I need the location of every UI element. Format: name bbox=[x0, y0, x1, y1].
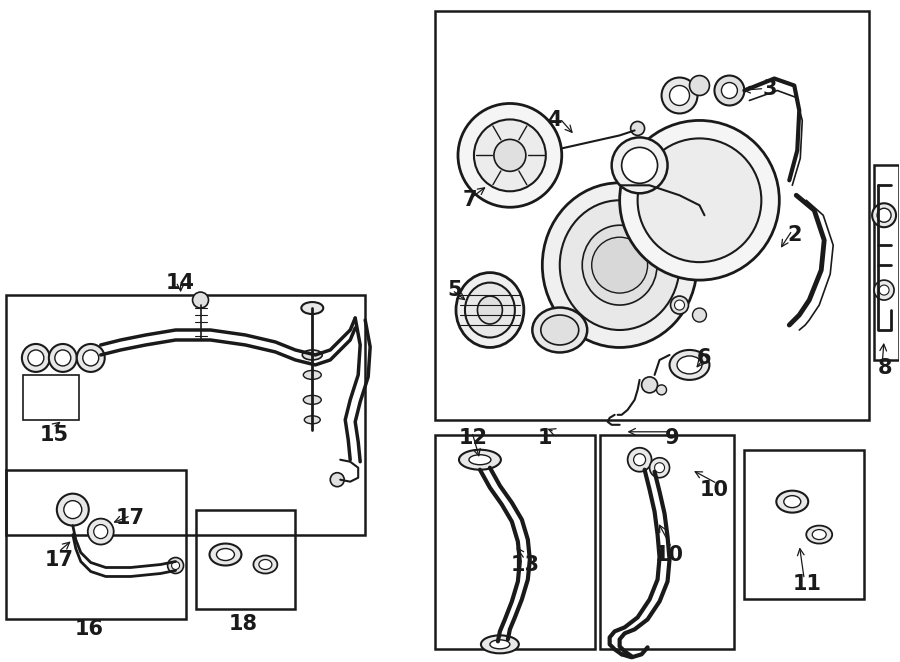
Bar bbox=[6, 470, 185, 620]
Circle shape bbox=[662, 77, 698, 113]
Circle shape bbox=[637, 138, 761, 262]
Ellipse shape bbox=[812, 530, 826, 540]
Circle shape bbox=[622, 148, 658, 183]
Bar bbox=[744, 449, 864, 599]
Text: 7: 7 bbox=[463, 190, 477, 211]
Text: 17: 17 bbox=[116, 508, 145, 528]
Bar bbox=[599, 435, 734, 649]
Circle shape bbox=[83, 350, 99, 366]
Circle shape bbox=[28, 350, 44, 366]
Circle shape bbox=[631, 121, 644, 136]
Bar bbox=[195, 510, 295, 610]
Circle shape bbox=[88, 518, 113, 545]
Ellipse shape bbox=[560, 201, 680, 330]
Text: 10: 10 bbox=[655, 545, 684, 565]
Text: 13: 13 bbox=[510, 555, 539, 575]
Ellipse shape bbox=[469, 455, 491, 465]
Circle shape bbox=[76, 344, 104, 372]
Ellipse shape bbox=[677, 356, 702, 374]
Ellipse shape bbox=[465, 283, 515, 338]
Text: 6: 6 bbox=[698, 348, 712, 368]
Text: 1: 1 bbox=[537, 428, 552, 448]
Bar bbox=[6, 295, 365, 535]
Ellipse shape bbox=[490, 640, 510, 649]
Ellipse shape bbox=[582, 225, 657, 305]
Text: 10: 10 bbox=[700, 480, 729, 500]
Circle shape bbox=[64, 500, 82, 518]
Text: 14: 14 bbox=[166, 273, 195, 293]
Text: 2: 2 bbox=[787, 225, 802, 245]
Ellipse shape bbox=[303, 371, 321, 379]
Circle shape bbox=[654, 463, 664, 473]
Text: 18: 18 bbox=[229, 614, 258, 634]
Ellipse shape bbox=[217, 549, 235, 561]
Circle shape bbox=[872, 203, 896, 227]
Text: 12: 12 bbox=[458, 428, 488, 448]
Ellipse shape bbox=[304, 416, 320, 424]
Ellipse shape bbox=[481, 636, 519, 653]
Ellipse shape bbox=[303, 395, 321, 404]
Circle shape bbox=[494, 140, 526, 171]
Circle shape bbox=[670, 85, 689, 105]
Circle shape bbox=[94, 524, 108, 539]
Ellipse shape bbox=[532, 308, 587, 352]
Circle shape bbox=[22, 344, 50, 372]
Circle shape bbox=[879, 285, 889, 295]
Ellipse shape bbox=[784, 496, 801, 508]
Circle shape bbox=[642, 377, 658, 393]
Circle shape bbox=[612, 138, 668, 193]
Circle shape bbox=[627, 448, 652, 472]
Circle shape bbox=[674, 300, 685, 310]
Circle shape bbox=[49, 344, 76, 372]
Circle shape bbox=[874, 280, 894, 300]
Circle shape bbox=[591, 237, 648, 293]
Circle shape bbox=[55, 350, 71, 366]
Circle shape bbox=[692, 308, 706, 322]
Circle shape bbox=[57, 494, 89, 526]
Circle shape bbox=[715, 75, 744, 105]
Text: 5: 5 bbox=[447, 280, 463, 300]
Ellipse shape bbox=[210, 544, 241, 565]
Text: 8: 8 bbox=[878, 358, 892, 378]
Ellipse shape bbox=[806, 526, 832, 544]
Ellipse shape bbox=[259, 559, 272, 569]
Circle shape bbox=[330, 473, 344, 487]
Circle shape bbox=[474, 119, 545, 191]
Circle shape bbox=[619, 120, 779, 280]
Circle shape bbox=[878, 209, 891, 222]
Circle shape bbox=[172, 561, 180, 569]
Bar bbox=[22, 375, 79, 420]
Ellipse shape bbox=[456, 273, 524, 348]
Text: 4: 4 bbox=[547, 111, 562, 130]
Text: 3: 3 bbox=[762, 79, 777, 99]
Text: 16: 16 bbox=[75, 620, 104, 639]
Ellipse shape bbox=[543, 183, 697, 348]
Text: 17: 17 bbox=[44, 549, 73, 569]
Ellipse shape bbox=[302, 350, 322, 360]
Bar bbox=[435, 435, 595, 649]
Circle shape bbox=[657, 385, 667, 395]
Ellipse shape bbox=[777, 491, 808, 512]
Circle shape bbox=[167, 557, 184, 573]
Text: 11: 11 bbox=[793, 575, 822, 594]
Bar bbox=[874, 166, 899, 360]
Circle shape bbox=[634, 453, 645, 465]
Text: 15: 15 bbox=[40, 425, 68, 445]
Ellipse shape bbox=[670, 350, 709, 380]
Circle shape bbox=[458, 103, 562, 207]
Text: 9: 9 bbox=[665, 428, 680, 448]
Bar bbox=[435, 11, 869, 420]
Ellipse shape bbox=[254, 555, 277, 573]
Circle shape bbox=[650, 457, 670, 478]
Ellipse shape bbox=[541, 315, 579, 345]
Ellipse shape bbox=[477, 296, 502, 324]
Ellipse shape bbox=[302, 302, 323, 314]
Circle shape bbox=[722, 83, 737, 99]
Circle shape bbox=[689, 75, 709, 95]
Ellipse shape bbox=[459, 449, 501, 470]
Circle shape bbox=[670, 296, 688, 314]
Circle shape bbox=[193, 292, 209, 308]
